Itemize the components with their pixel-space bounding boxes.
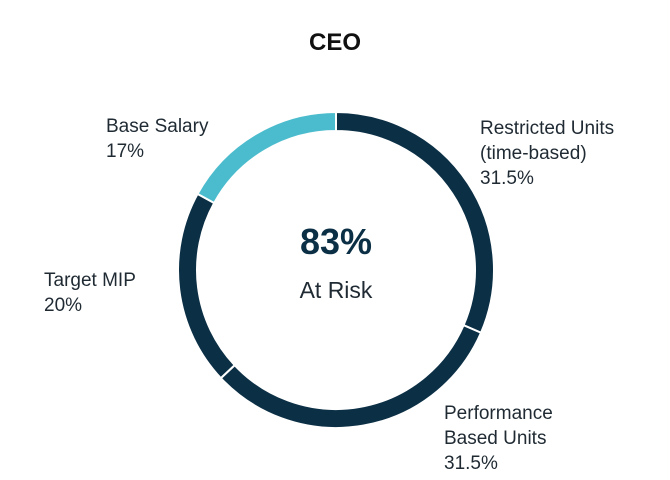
chart-title: CEO — [309, 29, 361, 56]
donut-slice-3 — [196, 110, 337, 205]
center-label: At Risk — [300, 277, 373, 303]
slice-value-performance-based-units: 31.5% — [444, 453, 498, 474]
center-value: 83% — [300, 221, 372, 262]
slice-label-performance-based-units-line-2: Based Units — [444, 428, 546, 449]
slice-value-base-salary: 17% — [106, 141, 144, 162]
slice-label-restricted-units-line-2: (time-based) — [480, 143, 587, 164]
slice-label-restricted-units: Restricted Units (time-based) 31.5% — [480, 118, 619, 189]
slice-label-base-salary-line-1: Base Salary — [106, 116, 209, 137]
slice-label-target-mip: Target MIP 20% — [44, 270, 141, 316]
donut-slices — [177, 110, 495, 429]
slice-label-base-salary: Base Salary 17% — [106, 116, 214, 162]
donut-slice-1 — [219, 323, 483, 429]
slice-label-performance-based-units-line-1: Performance — [444, 403, 553, 424]
slice-label-performance-based-units: Performance Based Units 31.5% — [444, 403, 558, 474]
slice-value-restricted-units: 31.5% — [480, 168, 534, 189]
slice-label-target-mip-line-1: Target MIP — [44, 270, 136, 291]
slice-value-target-mip: 20% — [44, 295, 82, 316]
slice-label-restricted-units-line-1: Restricted Units — [480, 118, 614, 139]
donut-slice-2 — [177, 192, 237, 380]
